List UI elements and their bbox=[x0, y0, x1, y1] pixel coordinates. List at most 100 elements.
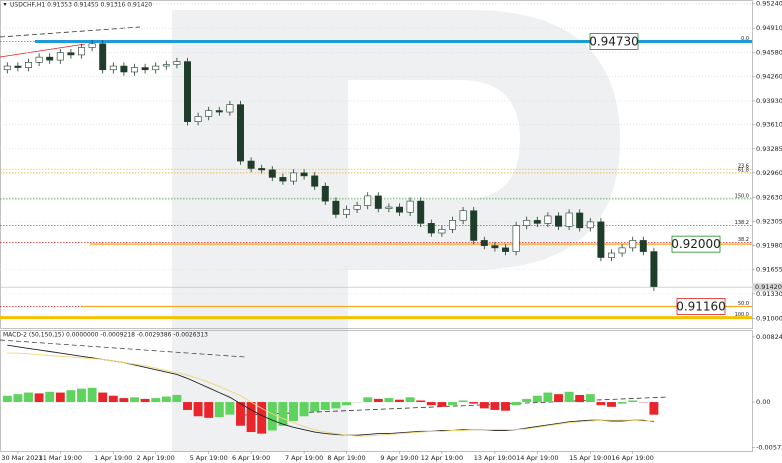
candle-body bbox=[364, 195, 372, 206]
macd-bar bbox=[426, 402, 436, 406]
candle-body bbox=[290, 172, 297, 182]
chart-title: USDCHF,H1 0.91353 0.91455 0.91316 0.9142… bbox=[10, 2, 152, 9]
y-tick-label: 0.95240 bbox=[756, 0, 782, 8]
candle-body bbox=[650, 251, 658, 288]
candle-body bbox=[343, 208, 350, 215]
candle-body bbox=[46, 56, 54, 61]
macd-bar bbox=[289, 402, 298, 421]
macd-bar bbox=[55, 392, 65, 403]
x-tick-label: 16 Apr 19:00 bbox=[612, 454, 654, 462]
candle-body bbox=[67, 52, 75, 56]
macd-bar bbox=[501, 402, 510, 411]
candle-body bbox=[205, 110, 213, 117]
macd-trend-line bbox=[0, 339, 246, 358]
trend-line bbox=[0, 43, 86, 58]
fibo-label: 38.2 bbox=[738, 237, 749, 243]
candle-body bbox=[449, 220, 456, 230]
x-tick-label: 12 Apr 19:00 bbox=[421, 454, 463, 462]
macd-bar bbox=[98, 392, 108, 403]
x-tick-label: 1 Apr 19:00 bbox=[94, 454, 132, 462]
candle-body bbox=[629, 240, 637, 249]
y-tick-label: 0.92630 bbox=[756, 193, 782, 201]
candle-body bbox=[131, 67, 138, 73]
candle-body bbox=[141, 67, 149, 71]
x-tick-label: 15 Apr 19:00 bbox=[569, 454, 611, 462]
candle-body bbox=[480, 240, 488, 246]
fibo-label: 61.8 bbox=[738, 167, 749, 173]
level-label-box bbox=[589, 33, 639, 50]
macd-bar bbox=[236, 402, 245, 426]
candle-body bbox=[555, 215, 562, 227]
candle-body bbox=[14, 65, 22, 68]
candle-body bbox=[173, 61, 181, 65]
y-tick-label: 0.00 bbox=[756, 398, 770, 406]
macd-bar bbox=[416, 400, 426, 403]
macd-bar bbox=[87, 387, 97, 403]
macd-bar bbox=[310, 402, 320, 412]
y-tick-label: -0.005736 bbox=[756, 443, 782, 451]
macd-bar bbox=[617, 402, 627, 404]
y-tick-label: 0.91330 bbox=[756, 290, 782, 298]
candle-body bbox=[523, 220, 531, 226]
macd-bar bbox=[373, 398, 383, 403]
macd-bar bbox=[596, 402, 606, 406]
fibo-label: 50.0 bbox=[738, 301, 749, 307]
candle-body bbox=[237, 104, 244, 162]
x-tick-label: 6 Apr 19:00 bbox=[232, 454, 270, 462]
macd-bar bbox=[532, 395, 542, 403]
macd-bar bbox=[34, 393, 44, 403]
macd-bar bbox=[204, 402, 214, 418]
macd-bar bbox=[342, 402, 351, 406]
macd-bar bbox=[649, 402, 659, 415]
candle-body bbox=[247, 160, 255, 169]
macd-bar bbox=[2, 395, 12, 403]
last-price-box bbox=[752, 283, 782, 292]
candle-body bbox=[586, 221, 594, 229]
candle-body bbox=[618, 247, 626, 254]
level-label: 0.91160 bbox=[676, 299, 726, 313]
candle-body bbox=[226, 104, 234, 113]
candle-body bbox=[120, 65, 128, 73]
candle-body bbox=[35, 56, 43, 63]
x-tick-label: 8 Apr 19:00 bbox=[327, 454, 365, 462]
candle-body bbox=[311, 175, 319, 187]
candle-body bbox=[639, 240, 647, 252]
x-tick-label: 2 Apr 19:00 bbox=[137, 454, 175, 462]
candle-body bbox=[502, 247, 509, 252]
macd-bar bbox=[257, 402, 267, 434]
candle-body bbox=[565, 212, 573, 227]
macd-trend-line bbox=[244, 396, 669, 416]
y-tick-label: 0.008247 bbox=[756, 333, 782, 341]
candle-body bbox=[184, 61, 191, 123]
candle-body bbox=[533, 220, 541, 224]
candle-body bbox=[258, 168, 266, 171]
macd-bar bbox=[246, 402, 256, 433]
macd-bar bbox=[575, 394, 585, 403]
y-tick-label: 0.91000 bbox=[756, 314, 782, 322]
candle-body bbox=[427, 223, 435, 234]
macd-bar bbox=[13, 394, 23, 403]
y-tick-label: 0.93930 bbox=[756, 97, 782, 105]
macd-bar bbox=[363, 397, 373, 403]
level-label: 0.94730 bbox=[589, 35, 639, 49]
y-tick-label: 0.93610 bbox=[756, 121, 782, 129]
macd-bar bbox=[405, 397, 415, 403]
y-tick-label: 0.94260 bbox=[756, 72, 782, 80]
macd-bar bbox=[479, 402, 489, 409]
macd-bar bbox=[140, 398, 150, 403]
macd-bar bbox=[448, 402, 457, 406]
candle-body bbox=[25, 62, 32, 68]
macd-bar bbox=[543, 392, 553, 403]
candle-body bbox=[353, 205, 361, 210]
y-tick-label: 0.94910 bbox=[756, 24, 782, 32]
candle-body bbox=[300, 172, 308, 177]
y-tick-label: 0.92305 bbox=[756, 218, 782, 226]
x-tick-label: 31 Mar 19:00 bbox=[39, 454, 82, 462]
macd-bar bbox=[490, 402, 500, 410]
candle-body bbox=[3, 65, 11, 71]
macd-bar bbox=[278, 402, 288, 426]
candle-body bbox=[597, 221, 605, 258]
candle-body bbox=[544, 215, 552, 224]
